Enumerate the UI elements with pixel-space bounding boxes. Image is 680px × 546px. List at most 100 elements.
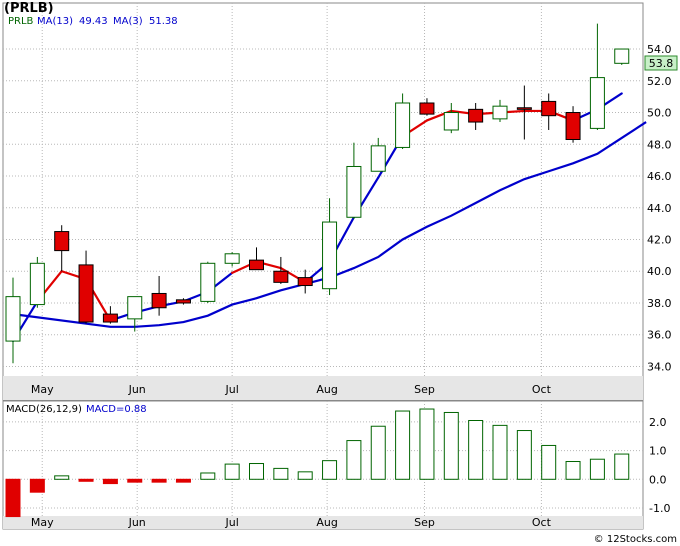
- price-y-axis: 34.0 36.0 38.0 40.0 42.0 44.0 46.0 48.0 50.0 52.0…: [647, 43, 672, 373]
- candle-body: [565, 112, 581, 141]
- macd-bar: [102, 478, 118, 485]
- price-month-label: May: [31, 383, 54, 396]
- candle-body: [370, 145, 386, 172]
- macd-y-tick: 0.0: [649, 473, 667, 486]
- macd-month-label: Sep: [414, 516, 435, 529]
- price-month-label: Sep: [414, 383, 435, 396]
- macd-bar: [370, 425, 386, 480]
- price-month-label: Jul: [225, 383, 239, 396]
- price-month-label: Aug: [316, 383, 337, 396]
- legend-ma3-label: MA(3): [113, 16, 143, 27]
- price-y-tick: 36.0: [647, 329, 672, 342]
- price-y-tick: 38.0: [647, 297, 672, 310]
- macd-bars: [5, 408, 630, 518]
- macd-y-tick: 1.0: [649, 445, 667, 458]
- price-y-tick: 50.0: [647, 107, 672, 120]
- macd-bar: [273, 467, 289, 480]
- candle-body: [395, 102, 411, 148]
- macd-bar: [151, 478, 167, 483]
- macd-month-label: Aug: [316, 516, 337, 529]
- macd-bar: [29, 478, 45, 493]
- last-price-label: 53.8: [649, 57, 674, 70]
- macd-month-label: May: [31, 516, 54, 529]
- macd-x-axis: May Jun Jul Aug Sep Oct: [31, 516, 552, 529]
- macd-month-strip: [3, 516, 643, 529]
- price-month-label: Oct: [532, 383, 552, 396]
- candle-body: [346, 165, 362, 218]
- macd-bar: [589, 458, 605, 480]
- ma13-line: [12, 121, 647, 328]
- candle-body: [5, 296, 21, 342]
- candle-body: [102, 313, 118, 323]
- macd-bar: [249, 463, 264, 480]
- macd-bar: [78, 478, 94, 482]
- macd-bar: [565, 461, 581, 480]
- price-y-tick: 52.0: [647, 75, 672, 88]
- price-month-strip: [3, 376, 643, 400]
- macd-bar: [127, 478, 143, 483]
- candle-body: [54, 231, 70, 252]
- macd-month-label: Jun: [128, 516, 146, 529]
- macd-bar: [5, 478, 21, 518]
- candle-body: [589, 77, 605, 129]
- macd-bar: [54, 475, 70, 480]
- price-y-tick: 54.0: [647, 43, 672, 56]
- candle-body: [443, 112, 459, 131]
- macd-bar: [395, 410, 411, 480]
- macd-y-axis: -1.0 0.0 1.0 2.0: [649, 416, 670, 515]
- price-y-tick: 46.0: [647, 170, 672, 183]
- price-grid: [3, 3, 643, 376]
- candle-body: [200, 262, 216, 302]
- macd-bar: [468, 420, 484, 480]
- macd-bar: [200, 472, 216, 480]
- macd-y-tick: 2.0: [649, 416, 667, 429]
- candle-body: [29, 262, 45, 306]
- macd-bar: [419, 408, 435, 480]
- macd-bar: [541, 444, 557, 480]
- candle-body: [249, 259, 264, 271]
- candle-body: [492, 105, 508, 120]
- candle-body: [614, 48, 630, 64]
- candle-body: [127, 296, 143, 320]
- candle-body: [322, 221, 338, 290]
- candle-body: [175, 299, 191, 304]
- legend-ma13-value: 49.43: [79, 16, 108, 27]
- price-x-axis: May Jun Jul Aug Sep Oct: [31, 383, 552, 396]
- candle-body: [273, 270, 289, 283]
- price-y-tick: 48.0: [647, 138, 672, 151]
- macd-legend-label: MACD(26,12,9): [6, 404, 82, 415]
- macd-month-label: Jul: [225, 516, 239, 529]
- macd-bar: [322, 460, 338, 480]
- candle-body: [516, 107, 532, 110]
- candle-body: [297, 277, 313, 287]
- candle-body: [419, 102, 435, 115]
- candle-body: [468, 108, 484, 123]
- macd-y-tick: -1.0: [649, 502, 670, 515]
- macd-bar: [297, 471, 313, 480]
- price-y-tick: 34.0: [647, 360, 672, 373]
- macd-bar: [224, 463, 240, 480]
- macd-legend-value: MACD=0.88: [86, 404, 147, 415]
- macd-month-label: Oct: [532, 516, 552, 529]
- candle-body: [78, 264, 94, 323]
- price-panel-frame: [2, 2, 644, 401]
- legend-ma3-value: 51.38: [149, 16, 178, 27]
- ma13-path: [12, 121, 647, 328]
- price-y-tick: 40.0: [647, 265, 672, 278]
- price-y-tick: 42.0: [647, 233, 672, 246]
- macd-bar: [516, 430, 532, 480]
- macd-bar: [175, 478, 191, 483]
- candlesticks: [5, 23, 630, 364]
- candle-body: [151, 292, 167, 309]
- legend-ma13-label: MA(13): [37, 16, 73, 27]
- macd-bar: [443, 411, 459, 480]
- macd-bar: [614, 453, 630, 480]
- candle-body: [541, 100, 557, 117]
- price-y-tick: 44.0: [647, 202, 672, 215]
- macd-bar: [492, 424, 508, 480]
- copyright: © 12Stocks.com: [594, 534, 677, 545]
- candle-body: [224, 253, 240, 264]
- legend-symbol: PRLB: [8, 16, 34, 27]
- macd-bar: [346, 440, 362, 480]
